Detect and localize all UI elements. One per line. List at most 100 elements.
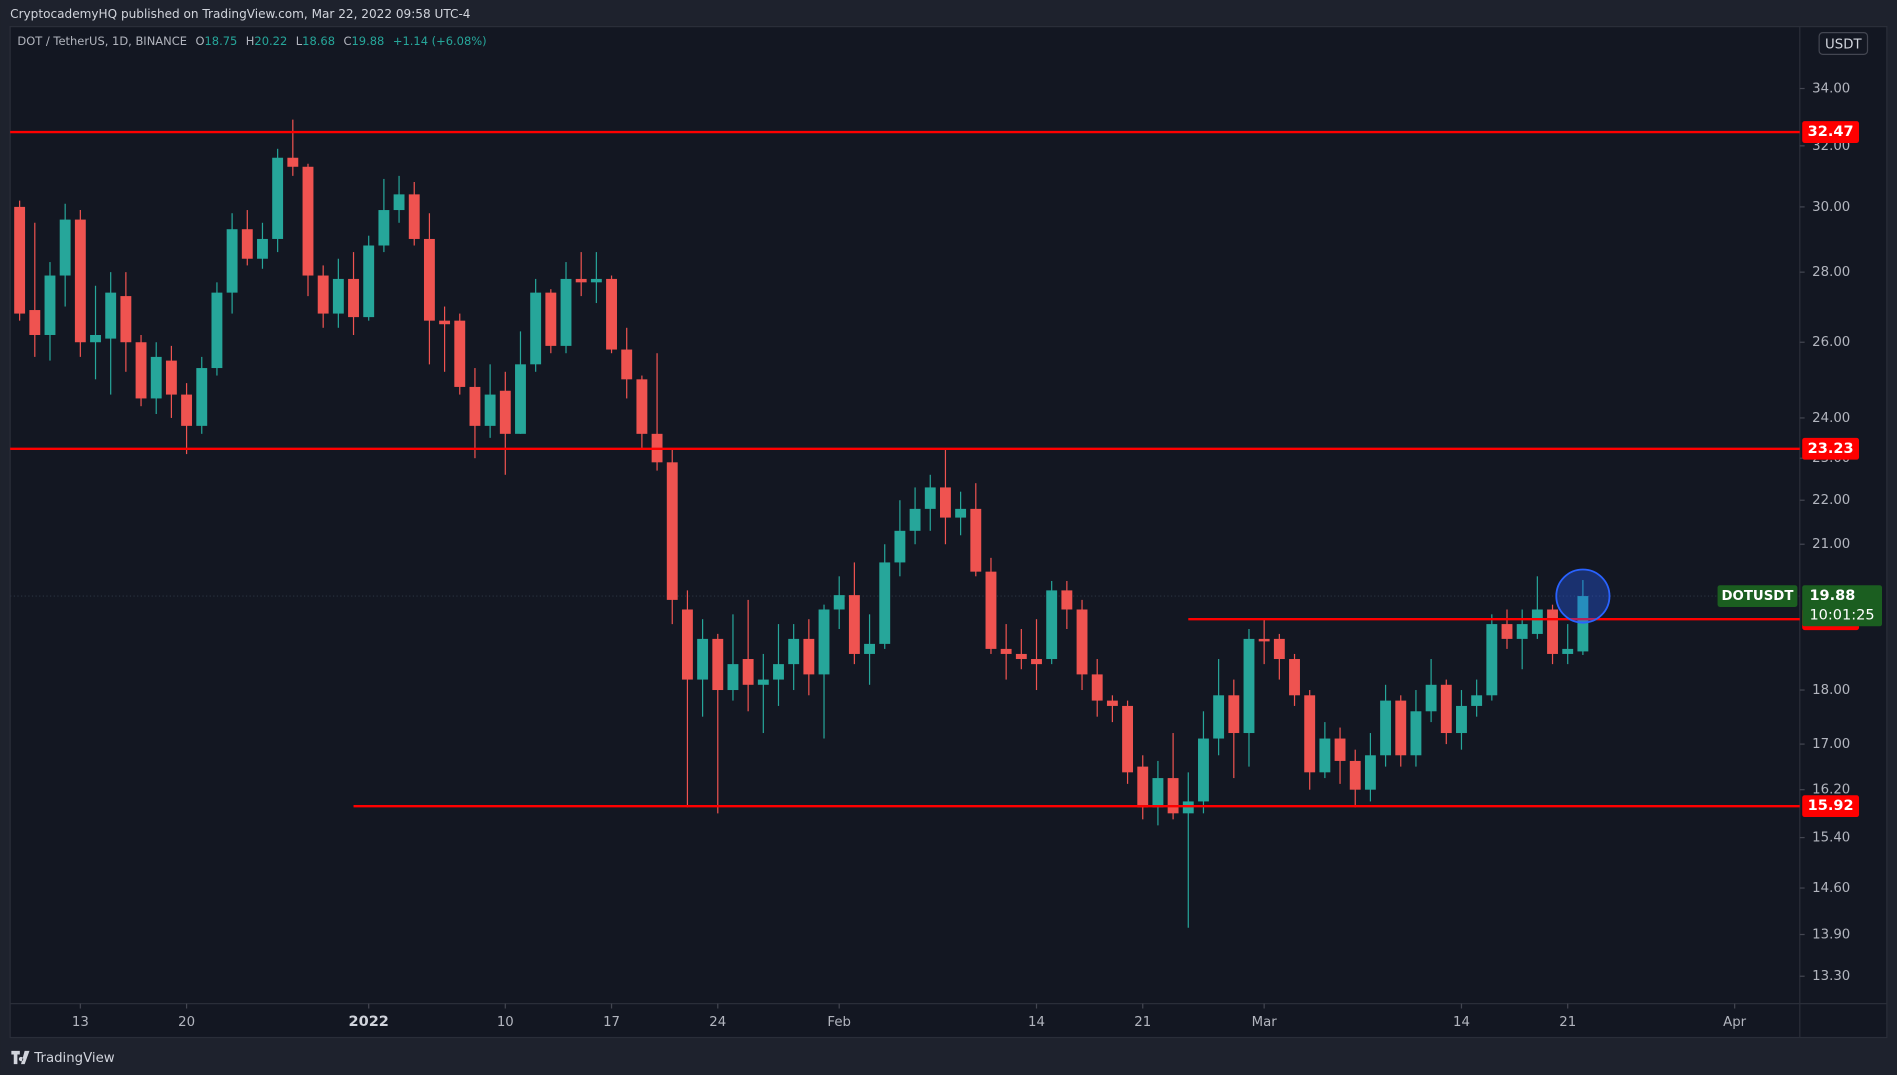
chart-pane [9,25,1888,1039]
candle-body [939,487,951,518]
candle-body [393,194,405,211]
candle-body [272,157,284,239]
candle-body [150,356,162,399]
candle-body [1243,638,1255,734]
candle-body [1471,695,1483,706]
currency-label: USDT [1825,38,1862,53]
candle-body [317,275,329,314]
candle-body [1031,659,1042,665]
candle-body [575,278,587,283]
candle-body [165,360,177,395]
candle-body [332,278,344,314]
candle-body [773,664,784,680]
candle-body [803,638,815,675]
candle-body [378,210,390,246]
y-tick-label: 28.00 [1812,265,1850,280]
candle-body [757,679,769,685]
candle-body [1516,624,1528,639]
candle-body [1349,760,1361,790]
candle-body [924,487,936,509]
candle-body [439,320,451,325]
candle-body [636,379,648,434]
level-badge [1802,121,1860,143]
candle-body [955,508,967,518]
candle-body [788,638,800,665]
candle-body [545,292,557,346]
legend-value: 20.22 [254,34,287,48]
level-label: 15.92 [1808,798,1854,814]
candle-body [499,390,511,434]
candle-body [1364,755,1376,790]
x-tick-label: 2022 [349,1014,389,1030]
candle-body [621,349,633,380]
candle-body [241,229,253,259]
candle-body [1531,609,1543,634]
x-tick-label: 14 [1028,1015,1045,1030]
brand-logo: TradingView [11,1050,115,1066]
candle-body [515,364,526,434]
candle-body [287,157,299,167]
publish-header: CryptocademyHQ published on TradingView.… [10,7,470,21]
legend-key: O [195,34,204,48]
candle-body [894,530,906,563]
candle-body [1046,590,1058,660]
candle-body [879,562,891,644]
candle-body [1440,684,1452,734]
candle-body [29,310,41,335]
x-tick-label: 24 [709,1015,726,1030]
candle-body [211,292,223,369]
y-tick-label: 14.60 [1812,881,1850,896]
candle-body [560,278,572,346]
ticker-badge [1717,585,1798,607]
candle-body [226,229,238,293]
candle-body [985,571,997,649]
candle-body [1486,624,1498,696]
candle-body [1122,705,1134,773]
candle-body [1425,684,1437,712]
candle-body [1061,590,1073,610]
candle-body [1167,778,1179,814]
legend-change: +1.14 (+6.08%) [393,34,487,48]
candle-body [423,238,435,321]
legend-value: 19.88 [352,34,385,48]
candle-body [1228,695,1240,734]
y-tick-label: 15.40 [1812,831,1850,846]
y-tick-label: 34.00 [1812,82,1850,97]
candle-body [44,275,56,335]
candle-body [302,166,314,276]
symbol: DOT / TetherUS, 1D, BINANCE [17,34,187,48]
level-badge [1802,437,1860,460]
legend-key: C [344,34,352,48]
x-tick-label: Apr [1723,1015,1747,1030]
candle-body [257,238,268,259]
candle-body [1319,738,1331,773]
y-tick-label: 13.30 [1812,969,1850,984]
candle-body [697,638,709,680]
candle-body [1501,624,1513,639]
x-tick-label: 20 [178,1015,195,1030]
y-tick-label: 17.00 [1812,737,1850,752]
ticker-label: DOTUSDT [1722,589,1794,604]
candle-body [1273,638,1285,660]
candle-body [484,394,496,426]
x-tick-label: 14 [1453,1015,1470,1030]
candle-body [1076,609,1088,675]
candle-body [666,462,678,600]
level-badge [1802,795,1860,818]
candle-body [1289,659,1300,696]
countdown-label: 10:01:25 [1809,607,1874,623]
candle-body [1410,711,1422,756]
candle-body [1106,700,1118,706]
price-label: 19.88 [1809,588,1855,604]
candle-body [833,595,845,610]
y-tick-label: 30.00 [1812,200,1850,215]
candle-body [530,292,542,365]
candle-body [848,595,860,654]
x-tick-label: 21 [1559,1015,1576,1030]
legend-value: 18.75 [204,34,237,48]
candle-body [59,219,71,276]
y-tick-label: 18.00 [1812,683,1850,698]
legend-value: 18.68 [302,34,335,48]
